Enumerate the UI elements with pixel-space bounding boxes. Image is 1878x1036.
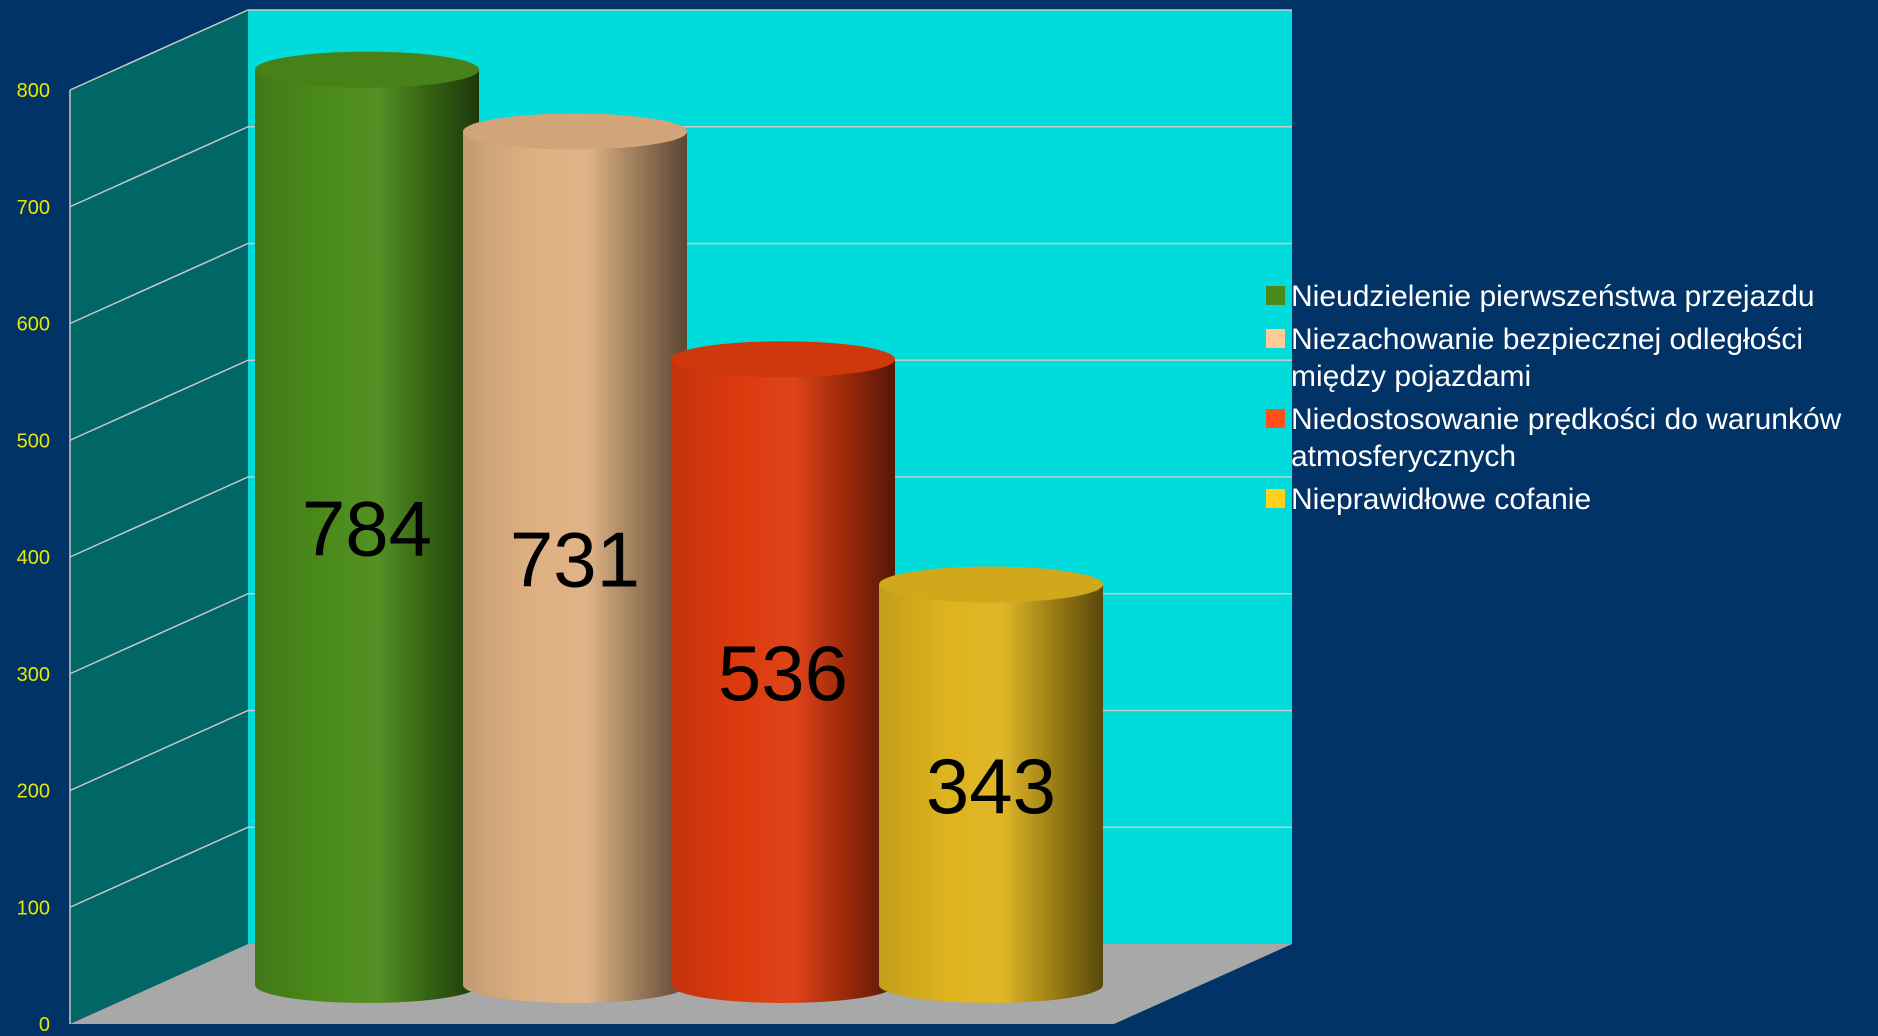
y-tick-label: 700 <box>17 197 50 219</box>
data-label: 784 <box>302 484 432 572</box>
gridline <box>69 359 1292 441</box>
data-labels: 784 731 536 343 <box>302 484 1056 829</box>
legend: Nieudzielenie pierwszeństwa przejazdu Ni… <box>1266 278 1878 524</box>
data-label: 536 <box>718 629 848 717</box>
bar-top <box>671 341 895 378</box>
bar-top <box>879 566 1103 603</box>
legend-label: Niedostosowanie prędkości do warunków at… <box>1291 403 1842 473</box>
legend-item: Nieprawidłowe cofanie <box>1266 481 1878 518</box>
gridline <box>69 126 1292 208</box>
bar-body <box>879 584 1103 1003</box>
bar-top <box>463 113 687 150</box>
legend-swatch <box>1266 409 1285 428</box>
y-tick-label: 400 <box>17 547 50 569</box>
gridline <box>69 242 1292 325</box>
legend-label: Nieudzielenie pierwszeństwa przejazdu <box>1291 280 1815 313</box>
y-tick-label: 100 <box>17 897 50 919</box>
legend-item: Niezachowanie bezpiecznej odległości mię… <box>1266 321 1878 395</box>
y-tick-label: 800 <box>17 80 50 102</box>
y-tick-label: 500 <box>17 430 50 452</box>
legend-label: Niezachowanie bezpiecznej odległości mię… <box>1291 323 1803 393</box>
legend-swatch <box>1266 329 1285 348</box>
y-tick-label: 200 <box>17 781 50 803</box>
legend-swatch <box>1266 489 1285 508</box>
gridlines <box>69 9 1292 908</box>
data-label: 731 <box>510 515 640 603</box>
y-axis-tick-labels: 0 100 200 300 400 500 600 700 800 <box>17 80 50 1036</box>
bar-body <box>671 359 895 1004</box>
bar-body <box>255 69 479 1004</box>
legend-item: Nieudzielenie pierwszeństwa przejazdu <box>1266 278 1878 315</box>
gridline <box>69 9 1292 91</box>
bar <box>671 341 895 1004</box>
y-tick-label: 0 <box>39 1014 50 1036</box>
bar-top <box>255 51 479 88</box>
y-tick-label: 600 <box>17 314 50 336</box>
gridline <box>69 476 1292 558</box>
bar <box>255 51 479 1004</box>
bar <box>463 113 687 1003</box>
legend-label: Nieprawidłowe cofanie <box>1291 483 1592 516</box>
bar <box>879 566 1103 1003</box>
data-label: 343 <box>926 742 1056 830</box>
bars <box>255 51 1103 1004</box>
bar-body <box>463 131 687 1003</box>
legend-swatch <box>1266 286 1285 305</box>
legend-item: Niedostosowanie prędkości do warunków at… <box>1266 401 1878 475</box>
y-tick-label: 300 <box>17 664 50 686</box>
